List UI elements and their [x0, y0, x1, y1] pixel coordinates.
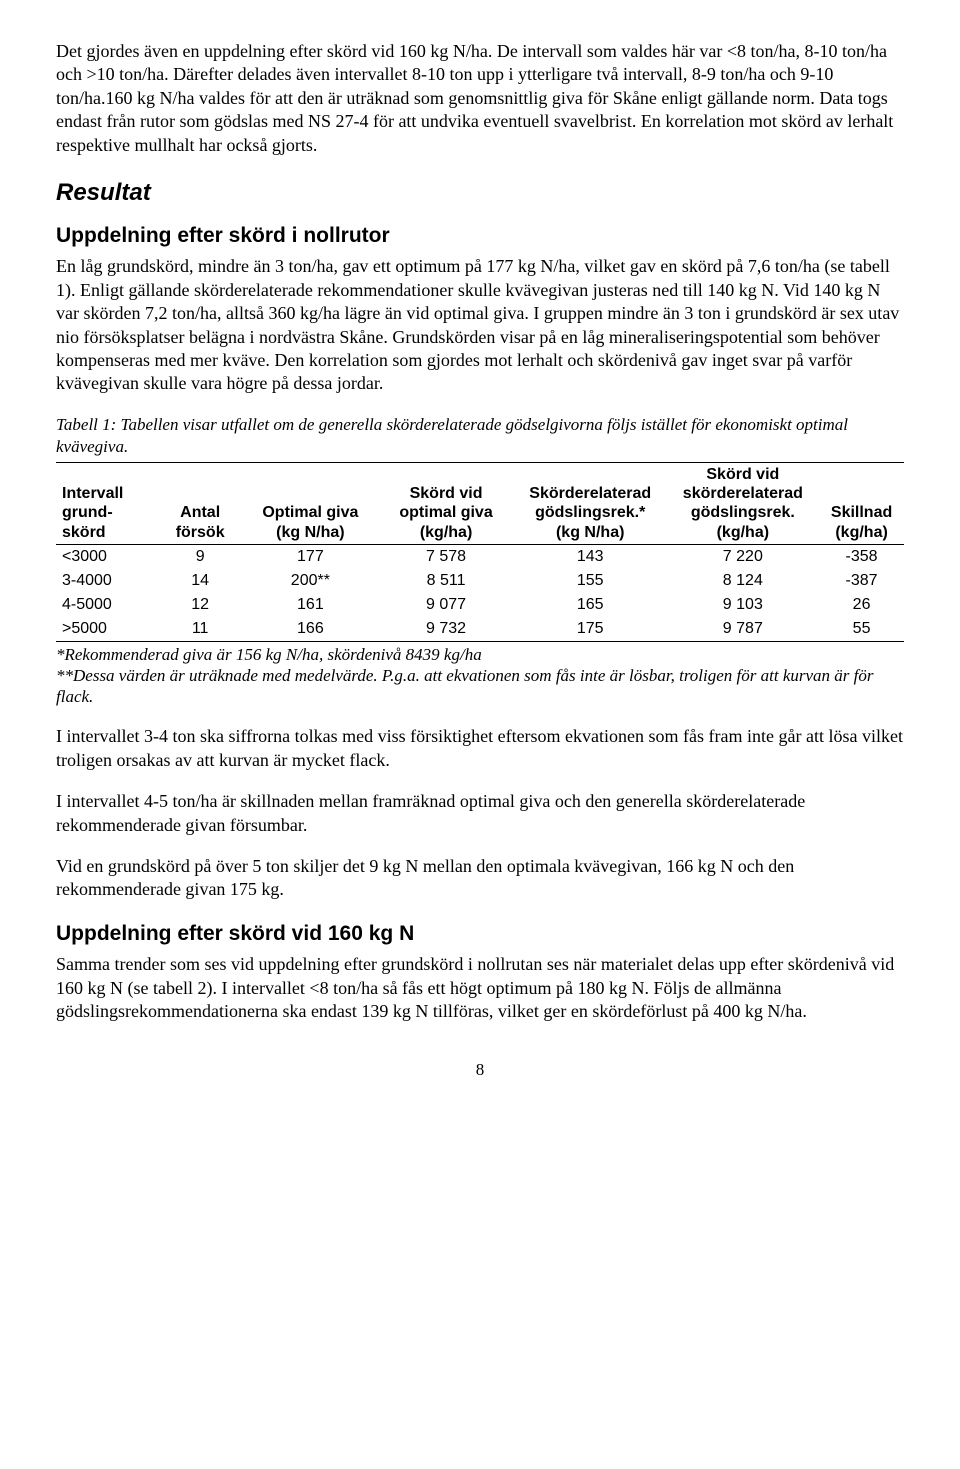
table-row: 3-400014200**8 5111558 124-387: [56, 569, 904, 593]
table-cell: 9: [158, 544, 243, 569]
table-cell: 9 787: [667, 617, 820, 642]
table-cell: 166: [243, 617, 379, 642]
table-cell: 14: [158, 569, 243, 593]
table-cell: 155: [514, 569, 667, 593]
table-1-footnotes: *Rekommenderad giva är 156 kg N/ha, skör…: [56, 644, 904, 708]
table-row: >5000111669 7321759 78755: [56, 617, 904, 642]
table-row: 4-5000121619 0771659 10326: [56, 593, 904, 617]
table-cell: 11: [158, 617, 243, 642]
table-row: <300091777 5781437 220-358: [56, 544, 904, 569]
table-header-4: Skörderelateradgödslingsrek.*(kg N/ha): [514, 462, 667, 544]
table-cell: 143: [514, 544, 667, 569]
post-table-paragraph-2: I intervallet 4-5 ton/ha är skillnaden m…: [56, 790, 904, 837]
table-cell: 7 578: [378, 544, 514, 569]
table-cell: 161: [243, 593, 379, 617]
subsection-1-paragraph: En låg grundskörd, mindre än 3 ton/ha, g…: [56, 255, 904, 395]
table-cell: 177: [243, 544, 379, 569]
table-cell: 4-5000: [56, 593, 158, 617]
table-cell: 8 124: [667, 569, 820, 593]
table-header-2: Optimal giva(kg N/ha): [243, 462, 379, 544]
table-header-1: Antalförsök: [158, 462, 243, 544]
table-cell: 200**: [243, 569, 379, 593]
table-1-footnote-2: **Dessa värden är uträknade med medelvär…: [56, 666, 874, 706]
table-cell: 3-4000: [56, 569, 158, 593]
table-cell: 26: [819, 593, 904, 617]
table-cell: 9 103: [667, 593, 820, 617]
post-table-paragraph-3: Vid en grundskörd på över 5 ton skiljer …: [56, 855, 904, 902]
page-number: 8: [56, 1059, 904, 1081]
table-1: Intervallgrund-skörd Antalförsök Optimal…: [56, 462, 904, 642]
table-cell: -358: [819, 544, 904, 569]
table-header-5: Skörd vidskörderelateradgödslingsrek.(kg…: [667, 462, 820, 544]
table-cell: 9 732: [378, 617, 514, 642]
subsection-2-paragraph: Samma trender som ses vid uppdelning eft…: [56, 953, 904, 1023]
table-cell: 175: [514, 617, 667, 642]
table-header-3: Skörd vidoptimal giva(kg/ha): [378, 462, 514, 544]
subsection-2-heading: Uppdelning efter skörd vid 160 kg N: [56, 920, 904, 947]
subsection-1-heading: Uppdelning efter skörd i nollrutor: [56, 222, 904, 249]
table-cell: 165: [514, 593, 667, 617]
table-cell: 12: [158, 593, 243, 617]
post-table-paragraph-1: I intervallet 3-4 ton ska siffrorna tolk…: [56, 725, 904, 772]
table-cell: 8 511: [378, 569, 514, 593]
table-cell: 9 077: [378, 593, 514, 617]
intro-paragraph: Det gjordes även en uppdelning efter skö…: [56, 40, 904, 157]
table-cell: 7 220: [667, 544, 820, 569]
result-heading: Resultat: [56, 177, 904, 208]
table-header-0: Intervallgrund-skörd: [56, 462, 158, 544]
table-1-caption: Tabell 1: Tabellen visar utfallet om de …: [56, 414, 904, 458]
table-header-6: Skillnad(kg/ha): [819, 462, 904, 544]
table-1-footnote-1: *Rekommenderad giva är 156 kg N/ha, skör…: [56, 645, 482, 664]
table-cell: -387: [819, 569, 904, 593]
table-cell: <3000: [56, 544, 158, 569]
table-cell: >5000: [56, 617, 158, 642]
table-cell: 55: [819, 617, 904, 642]
